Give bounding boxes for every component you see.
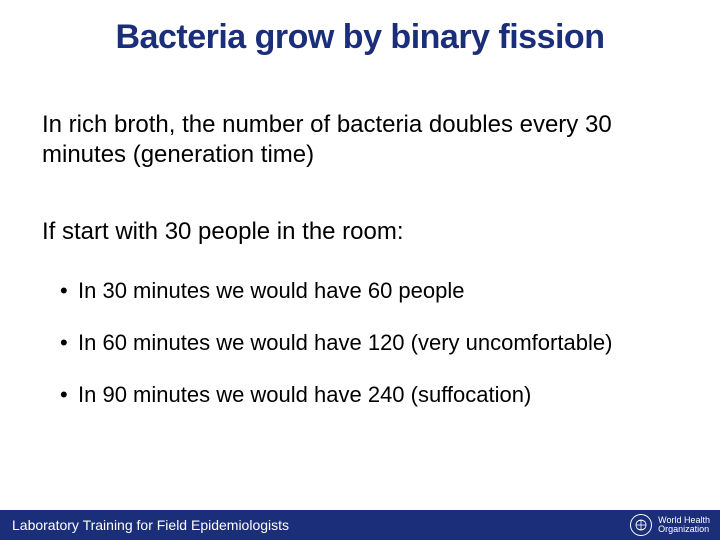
who-line2: Organization (658, 524, 709, 534)
bullet-text: In 60 minutes we would have 120 (very un… (78, 330, 612, 355)
bullet-list: In 30 minutes we would have 60 people In… (78, 278, 678, 434)
who-emblem-icon (630, 514, 652, 536)
footer-bar: Laboratory Training for Field Epidemiolo… (0, 510, 720, 540)
list-item: In 90 minutes we would have 240 (suffoca… (78, 382, 678, 408)
list-item: In 30 minutes we would have 60 people (78, 278, 678, 304)
footer-text: Laboratory Training for Field Epidemiolo… (12, 517, 289, 533)
bullet-text: In 30 minutes we would have 60 people (78, 278, 464, 303)
bullet-text: In 90 minutes we would have 240 (suffoca… (78, 382, 531, 407)
slide: Bacteria grow by binary fission In rich … (0, 0, 720, 540)
who-logo-text: World Health Organization (658, 516, 710, 535)
page-title: Bacteria grow by binary fission (0, 18, 720, 57)
list-item: In 60 minutes we would have 120 (very un… (78, 330, 678, 356)
intro-paragraph: In rich broth, the number of bacteria do… (42, 110, 642, 170)
scenario-line: If start with 30 people in the room: (42, 218, 642, 246)
who-logo: World Health Organization (630, 514, 710, 536)
